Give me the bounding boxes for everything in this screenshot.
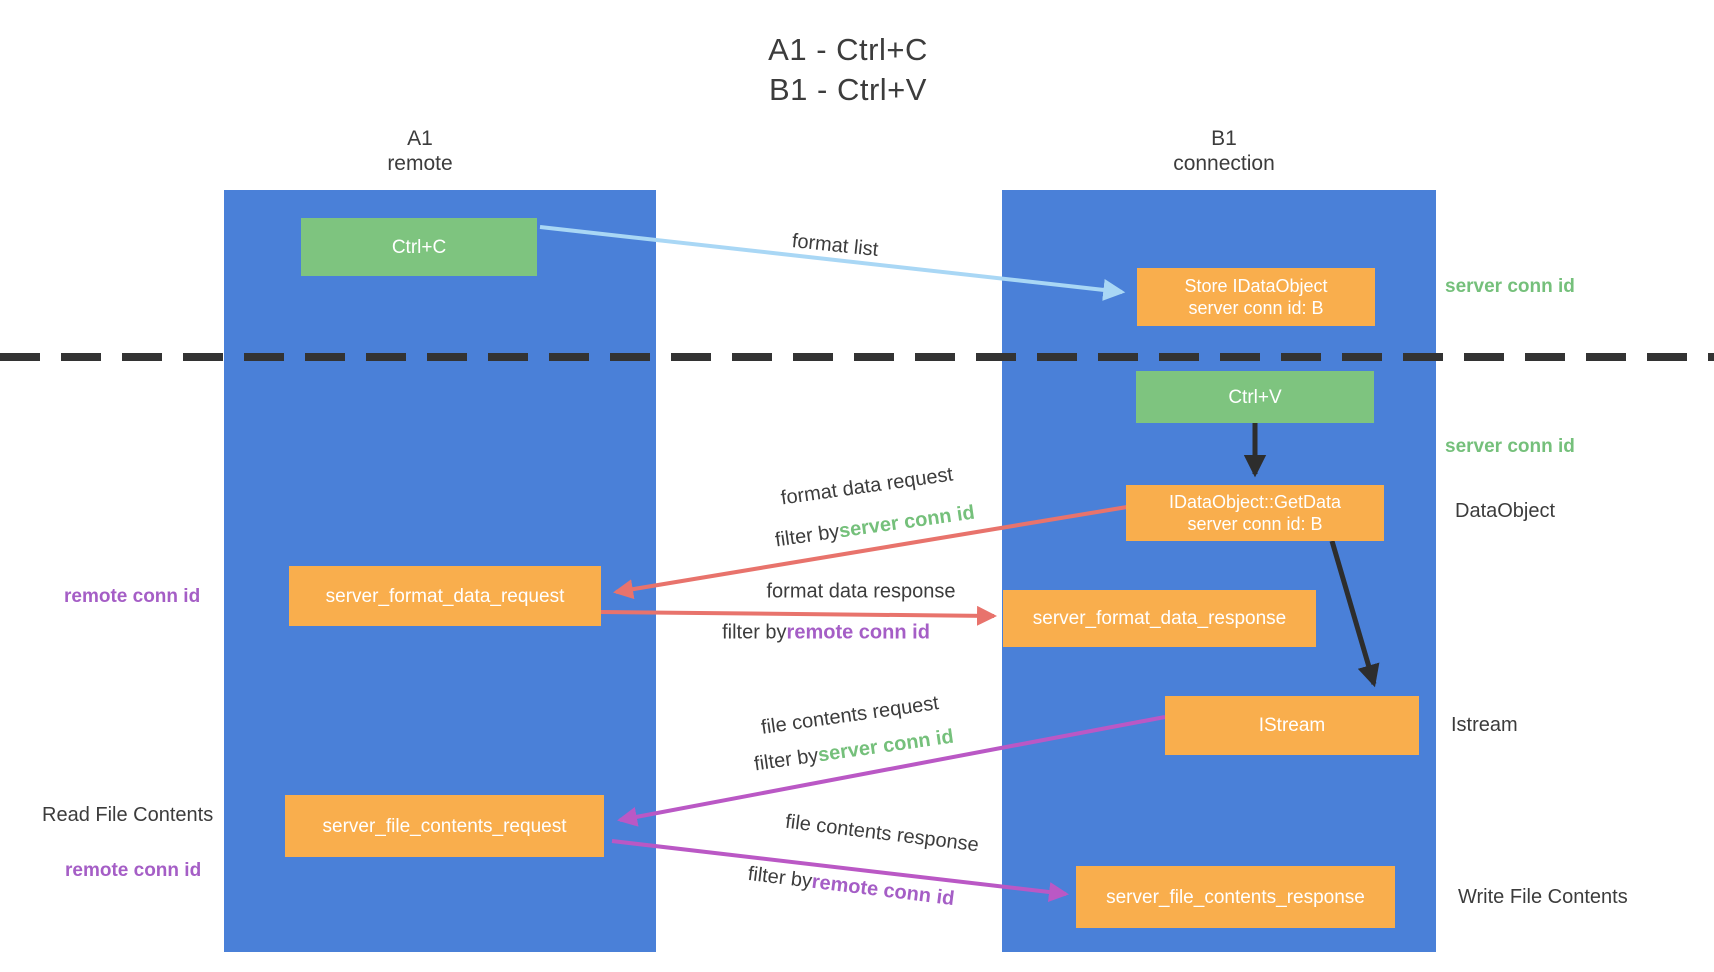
- label-format-data-response: format data response: [766, 580, 956, 603]
- arrow-format-data-response: [600, 605, 997, 626]
- node-store-idataobject: Store IDataObject server conn id: B: [1137, 268, 1375, 326]
- label-format-list: format list: [790, 230, 880, 261]
- node-sfcresp-label: server_file_contents_response: [1106, 886, 1365, 908]
- label-server-conn-id-mid: server conn id: [1445, 436, 1575, 457]
- column-a1-type: remote: [387, 152, 453, 175]
- diagram-title: A1 - Ctrl+C B1 - Ctrl+V: [768, 30, 928, 110]
- node-sfcreq-label: server_file_contents_request: [322, 815, 567, 837]
- label-format-data-request: format data request: [779, 463, 955, 510]
- title-line-2: B1 - Ctrl+V: [769, 72, 927, 107]
- column-a1-id: A1: [407, 127, 433, 150]
- label-filter-by-server-conn-id-1: filter byserver conn id: [773, 501, 977, 552]
- node-ctrl-v-label: Ctrl+V: [1228, 386, 1282, 408]
- title-line-1: A1 - Ctrl+C: [768, 32, 928, 67]
- label-remote-conn-id-bottom: remote conn id: [65, 860, 202, 881]
- node-ctrl-v: Ctrl+V: [1136, 371, 1374, 423]
- label-istream: Istream: [1451, 714, 1518, 736]
- node-istream-label: IStream: [1258, 715, 1326, 736]
- node-server-format-data-request: server_format_data_request: [289, 566, 601, 626]
- node-sfdreq-label: server_format_data_request: [325, 585, 565, 607]
- label-file-contents-response: file contents response: [784, 810, 980, 857]
- label-remote-conn-id-top: remote conn id: [64, 586, 201, 607]
- node-getdata-line-1: IDataObject::GetData: [1168, 492, 1342, 512]
- column-b1-id: B1: [1211, 127, 1237, 150]
- node-ctrl-c-label: Ctrl+C: [391, 236, 447, 258]
- label-filter-by-remote-conn-id-2: filter byremote conn id: [746, 862, 956, 911]
- node-ctrl-c: Ctrl+C: [301, 218, 537, 276]
- node-getdata-line-2: server conn id: B: [1187, 514, 1323, 534]
- node-istream: IStream: [1165, 696, 1419, 755]
- label-read-file-contents: Read File Contents: [42, 804, 214, 826]
- column-header-b1: B1 connection: [1104, 126, 1344, 176]
- node-store-line-2: server conn id: B: [1188, 298, 1324, 318]
- label-server-conn-id-top: server conn id: [1445, 276, 1575, 297]
- label-dataobject: DataObject: [1455, 500, 1556, 522]
- label-filter-by-remote-conn-id-1: filter byremote conn id: [722, 621, 930, 644]
- copy-paste-divider-dashed-line: [0, 353, 1714, 361]
- node-server-file-contents-request: server_file_contents_request: [285, 795, 604, 857]
- node-store-line-1: Store IDataObject: [1184, 276, 1328, 296]
- node-server-file-contents-response: server_file_contents_response: [1076, 866, 1395, 928]
- node-sfdresp-label: server_format_data_response: [1032, 608, 1287, 629]
- node-idataobject-getdata: IDataObject::GetData server conn id: B: [1126, 485, 1384, 541]
- column-b1-type: connection: [1173, 152, 1275, 175]
- node-server-format-data-response: server_format_data_response: [1003, 590, 1316, 647]
- column-header-a1: A1 remote: [300, 126, 540, 176]
- label-write-file-contents: Write File Contents: [1458, 886, 1628, 908]
